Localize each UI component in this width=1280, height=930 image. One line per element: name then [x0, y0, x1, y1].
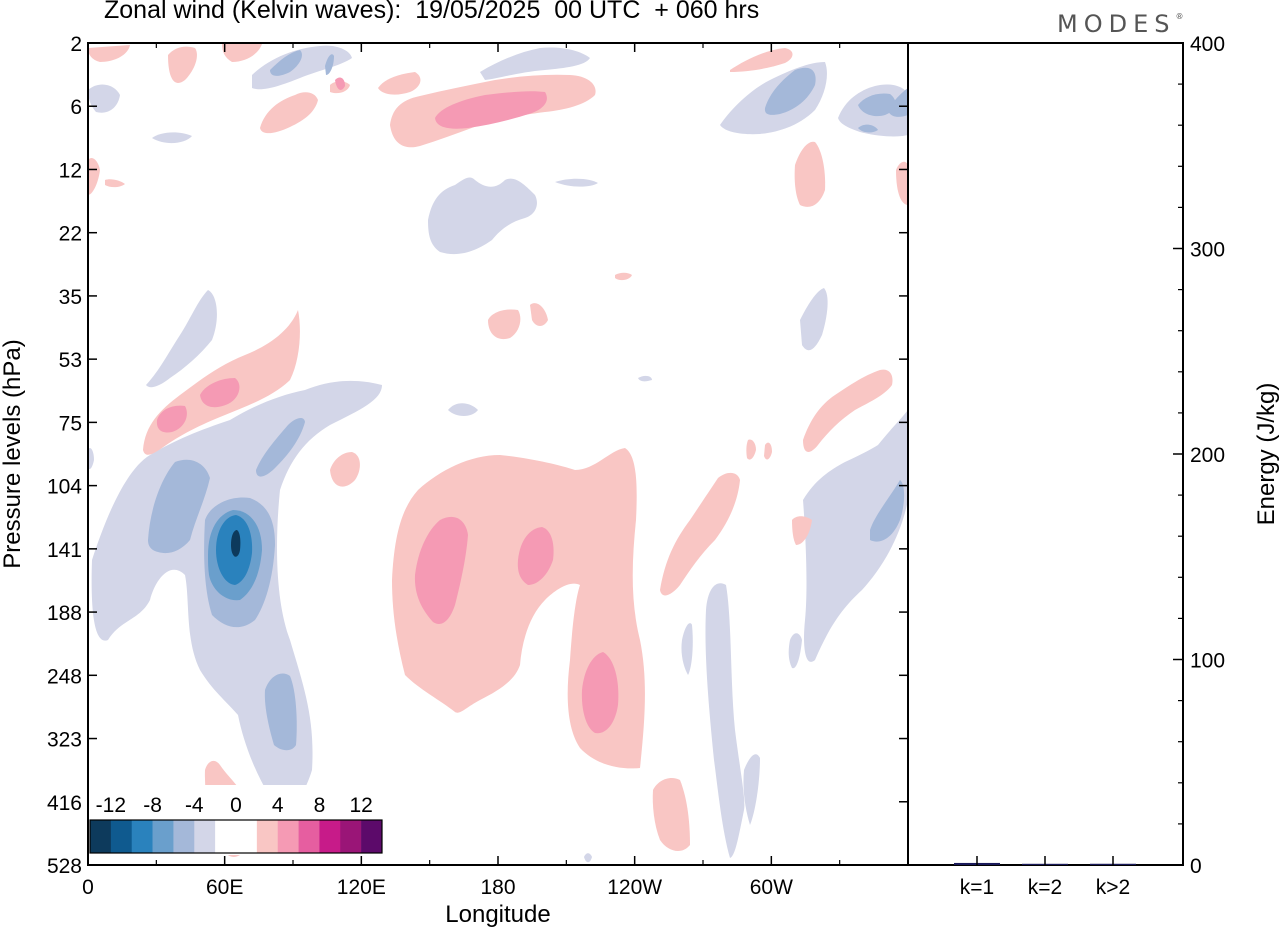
colorbar-label: -8	[143, 794, 162, 817]
colorbar-swatch	[319, 820, 341, 853]
y-tick-label: 53	[59, 349, 82, 372]
colorbar-frame	[89, 819, 383, 854]
colorbar-label: 12	[349, 794, 372, 817]
colorbar: -12 -8 -4 0 4 8 12	[89, 785, 383, 855]
y-tick-label: 2	[70, 33, 82, 56]
y-tick-label: 528	[47, 855, 82, 878]
energy-tick-label: 100	[1190, 650, 1225, 673]
logo-text: MODES	[1057, 10, 1176, 38]
wind-contour-field	[88, 44, 908, 863]
colorbar-swatch	[152, 820, 174, 853]
negative-anomaly-core	[231, 530, 241, 557]
energy-axis: 0 100 200 300 400	[1173, 33, 1225, 878]
energy-category-label: k=1	[960, 876, 994, 899]
energy-tick-label: 300	[1190, 239, 1225, 262]
chart-title: Zonal wind (Kelvin waves): 19/05/2025 00…	[104, 0, 760, 24]
y-tick-label: 141	[47, 539, 82, 562]
colorbar-swatch	[361, 820, 383, 853]
energy-plot-frame	[907, 42, 1184, 866]
x-tick-label: 120W	[607, 876, 662, 899]
energy-category-label: k>2	[1096, 876, 1130, 899]
y-tick-label: 75	[59, 412, 82, 435]
colorbar-label: 8	[314, 794, 326, 817]
negative-anomaly-light	[88, 45, 908, 863]
y-tick-label: 6	[70, 96, 82, 119]
longitude-axis: 0 60E 120E 180 120W 60W	[82, 43, 841, 899]
energy-tick-label: 0	[1190, 855, 1202, 878]
y-tick-label: 248	[47, 665, 82, 688]
colorbar-swatch	[173, 820, 195, 853]
x-tick-label: 0	[82, 876, 94, 899]
colorbar-swatch	[194, 820, 216, 853]
colorbar-label: -4	[185, 794, 204, 817]
y-tick-label: 188	[47, 602, 82, 625]
colorbar-swatch	[256, 820, 279, 853]
y-tick-label: 12	[59, 159, 82, 182]
y-axis-label: Pressure levels (hPa)	[0, 339, 26, 568]
colorbar-label: 4	[272, 794, 284, 817]
colorbar-label: -12	[96, 794, 126, 817]
colorbar-swatch	[215, 820, 237, 853]
colorbar-swatch	[236, 820, 258, 853]
colorbar-swatch	[90, 820, 112, 853]
x-tick-label: 120E	[337, 876, 386, 899]
y-tick-label: 323	[47, 729, 82, 752]
y-tick-label: 104	[47, 476, 82, 499]
colorbar-swatch	[340, 820, 362, 853]
x-axis-label: Longitude	[445, 901, 550, 928]
colorbar-swatch	[110, 820, 133, 853]
x-tick-label: 60W	[750, 876, 793, 899]
y-tick-label: 416	[47, 792, 82, 815]
x-tick-label: 60E	[206, 876, 243, 899]
positive-anomaly-medium	[156, 77, 619, 734]
colorbar-swatch	[298, 820, 320, 853]
x-tick-label: 180	[480, 876, 515, 899]
colorbar-swatch	[277, 820, 299, 853]
y-tick-label: 35	[59, 286, 82, 309]
energy-axis-label: Energy (J/kg)	[1253, 383, 1280, 526]
modes-logo: MODES®	[1057, 10, 1184, 38]
pressure-axis: 2 6 12 22 35 53 75 104 141 188 248 323 416 528	[47, 33, 908, 878]
colorbar-swatch	[131, 820, 153, 853]
energy-tick-label: 400	[1190, 33, 1225, 56]
energy-bars: k=1 k=2 k>2	[954, 856, 1136, 899]
colorbar-label: 0	[230, 794, 242, 817]
energy-tick-label: 200	[1190, 444, 1225, 467]
energy-category-label: k=2	[1028, 876, 1062, 899]
y-tick-label: 22	[59, 223, 82, 246]
